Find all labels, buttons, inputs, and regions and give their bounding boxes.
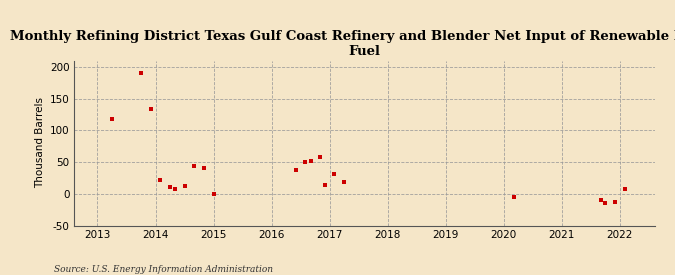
Point	[208, 192, 219, 197]
Point	[610, 200, 621, 204]
Point	[165, 185, 176, 190]
Point	[600, 200, 611, 205]
Point	[595, 198, 606, 202]
Point	[136, 70, 146, 75]
Point	[619, 186, 630, 191]
Point	[155, 178, 165, 183]
Point	[329, 172, 340, 176]
Point	[198, 166, 209, 170]
Point	[508, 195, 519, 199]
Text: Source: U.S. Energy Information Administration: Source: U.S. Energy Information Administ…	[54, 265, 273, 274]
Point	[315, 155, 325, 159]
Point	[107, 117, 117, 121]
Point	[146, 107, 157, 112]
Point	[339, 180, 350, 185]
Point	[169, 187, 180, 191]
Y-axis label: Thousand Barrels: Thousand Barrels	[36, 98, 45, 188]
Point	[189, 164, 200, 169]
Title: Monthly Refining District Texas Gulf Coast Refinery and Blender Net Input of Ren: Monthly Refining District Texas Gulf Coa…	[9, 30, 675, 58]
Point	[300, 160, 310, 164]
Point	[291, 167, 302, 172]
Point	[305, 159, 316, 163]
Point	[179, 184, 190, 188]
Point	[320, 183, 331, 187]
